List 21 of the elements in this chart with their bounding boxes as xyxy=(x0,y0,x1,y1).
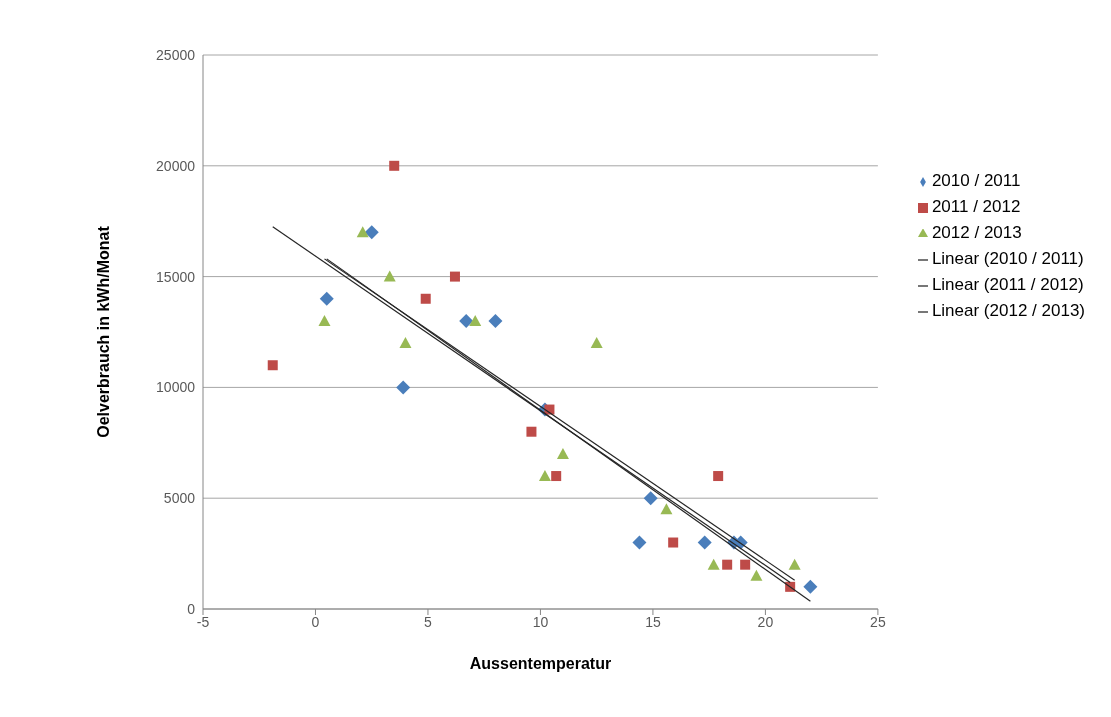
legend-label: 2010 / 2011 xyxy=(931,171,1021,190)
legend-label: Linear (2011 / 2012) xyxy=(931,275,1084,294)
x-tick-label: -5 xyxy=(196,613,210,630)
legend-label: 2012 / 2013 xyxy=(931,223,1022,242)
legend-label: Linear (2012 / 2013) xyxy=(931,301,1085,320)
y-axis-title: Oelverbrauch in kWh/Monat xyxy=(94,225,112,438)
x-tick-label: 0 xyxy=(311,613,320,630)
y-tick-label: 10000 xyxy=(156,379,196,396)
x-tick-label: 5 xyxy=(424,613,433,630)
y-tick-label: 20000 xyxy=(156,157,196,174)
legend-label: Linear (2010 / 2011) xyxy=(931,249,1084,268)
y-tick-label: 25000 xyxy=(156,46,196,63)
y-tick-label: 15000 xyxy=(156,268,196,285)
y-tick-label: 0 xyxy=(187,600,196,617)
x-tick-label: 15 xyxy=(645,613,661,630)
x-tick-label: 25 xyxy=(870,613,886,630)
x-tick-label: 10 xyxy=(532,613,549,630)
x-axis-title: Aussentemperatur xyxy=(469,655,612,672)
y-tick-label: 5000 xyxy=(163,490,196,507)
legend-label: 2011 / 2012 xyxy=(931,197,1021,216)
x-tick-label: 20 xyxy=(757,613,774,630)
